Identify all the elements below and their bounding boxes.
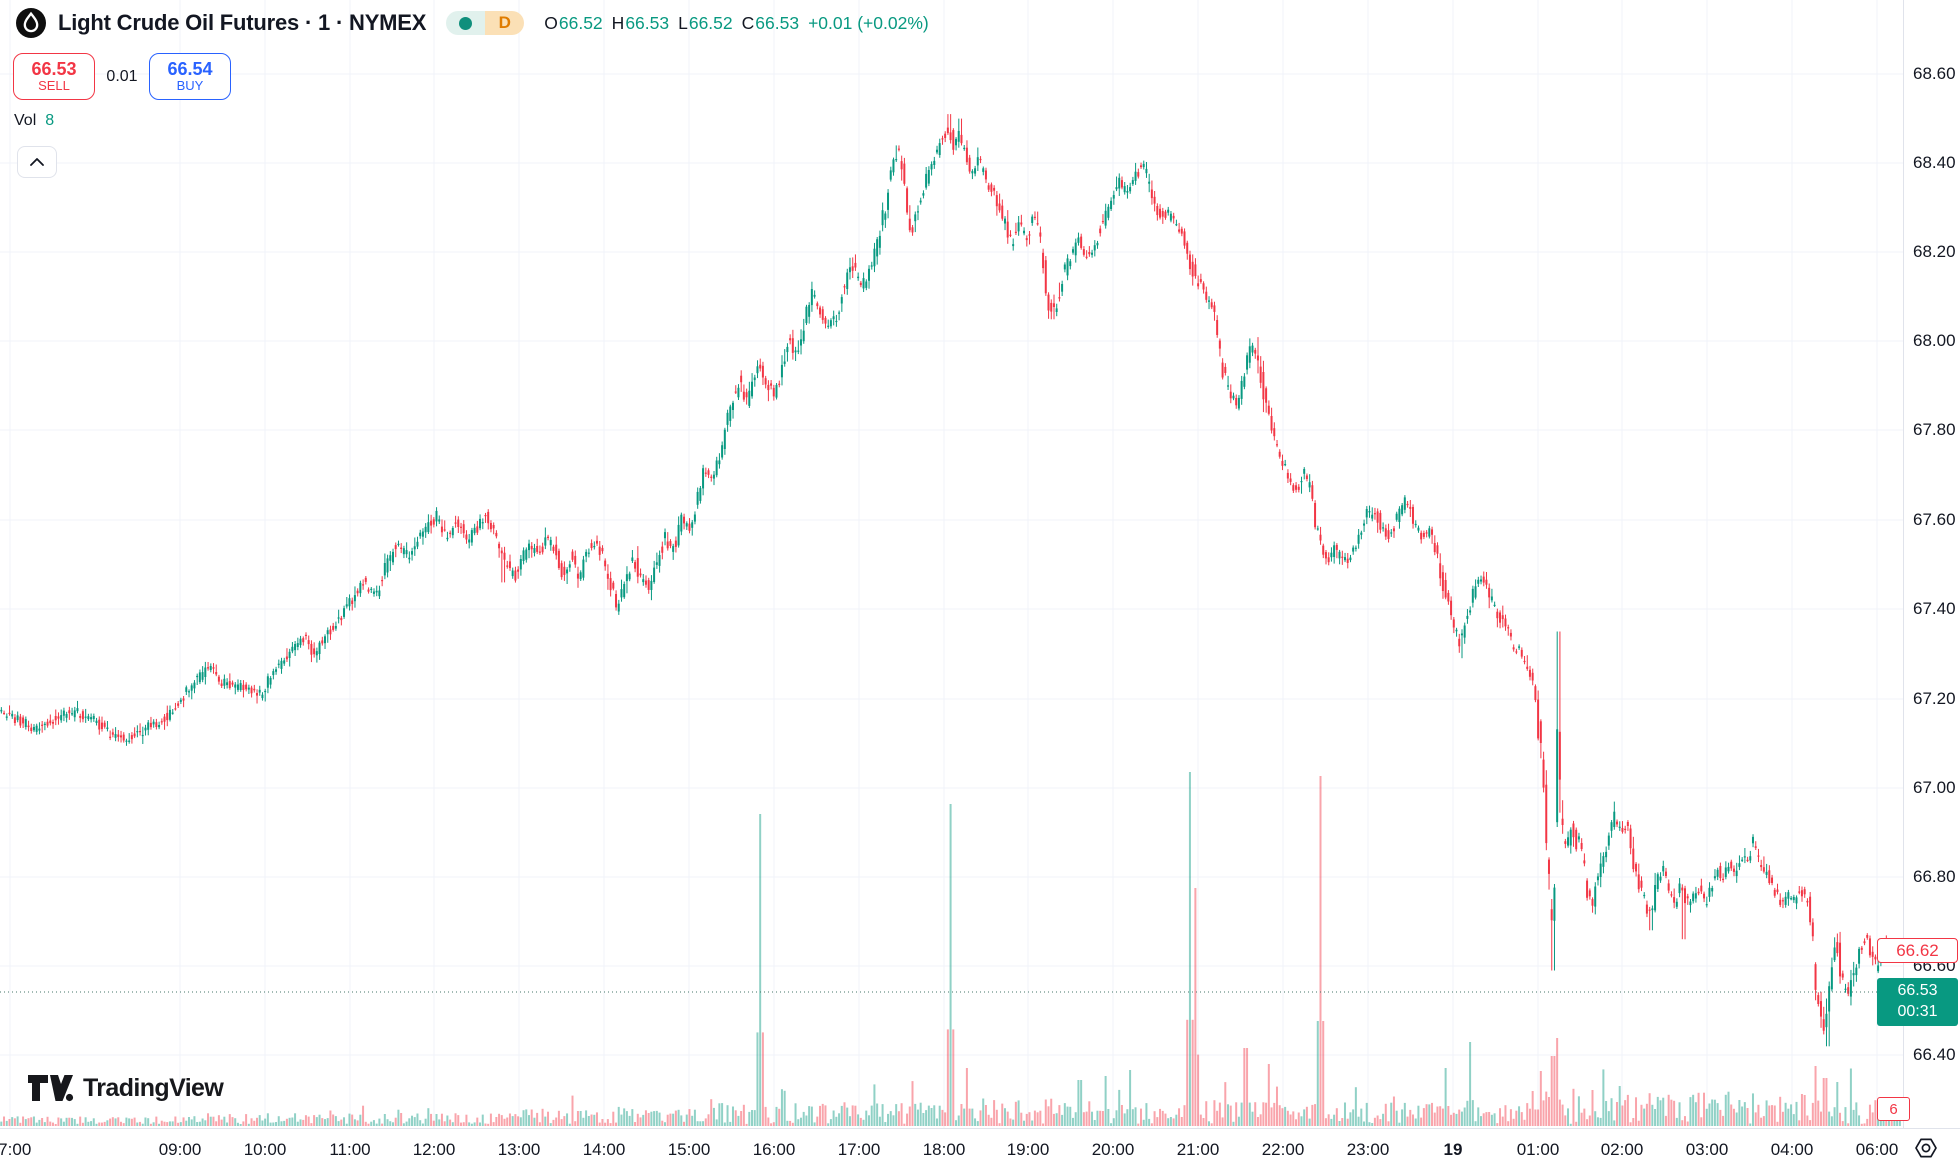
buy-price: 66.54 (167, 58, 213, 79)
last-price-label[interactable]: 66.53 00:31 (1877, 978, 1958, 1026)
timezone-settings-button[interactable] (1912, 1134, 1940, 1162)
time-axis-label: 07:00 (0, 1140, 32, 1159)
time-axis-label: 15:00 (667, 1140, 711, 1159)
market-status-badge[interactable]: D (446, 11, 525, 35)
high-value: 66.53 (625, 12, 670, 33)
price-axis-label: 67.20 (1913, 689, 1956, 708)
price-axis-label: 66.40 (1913, 1045, 1956, 1064)
time-axis-label: 10:00 (243, 1140, 287, 1159)
time-axis-label: 16:00 (752, 1140, 796, 1159)
last-price-value: 66.53 (1897, 982, 1938, 1000)
low-key: L (678, 12, 688, 33)
time-axis[interactable]: 07:00 09:00 10:00 11:00 12:00 13:00 14:00 15:00… (0, 1128, 1960, 1168)
sell-price: 66.53 (31, 58, 77, 79)
volume-axis-label: 6 (1877, 1097, 1910, 1121)
price-axis-label: 68.20 (1913, 242, 1956, 261)
price-axis-label: 67.80 (1913, 420, 1956, 439)
tradingview-wordmark: TradingView (83, 1074, 224, 1102)
bar-countdown: 00:31 (1897, 1003, 1938, 1020)
ohlc-values: O 66.52 H 66.53 L 66.52 C 66.53 +0.01 (+0.02… (544, 13, 928, 34)
time-axis-label: 23:00 (1346, 1140, 1390, 1159)
market-open-dot-icon (459, 16, 473, 30)
volume-indicator-legend[interactable]: Vol 8 (14, 112, 54, 130)
volume-value: 8 (45, 112, 55, 129)
time-axis-label: 09:00 (158, 1140, 202, 1159)
tradingview-mark-icon (28, 1075, 74, 1102)
price-axis-label: 66.80 (1913, 867, 1956, 886)
price-axis-label: 67.00 (1913, 778, 1956, 797)
chart-plot-area[interactable] (0, 0, 1903, 1128)
price-axis-label: 68.60 (1913, 64, 1956, 83)
buy-button[interactable]: 66.54 BUY (149, 53, 231, 100)
time-axis-label: 21:00 (1176, 1140, 1220, 1159)
sell-button[interactable]: 66.53 SELL (13, 53, 95, 100)
time-axis-label: 19 (1443, 1140, 1463, 1159)
oil-symbol-icon (16, 8, 46, 38)
buy-label: BUY (176, 78, 204, 94)
gear-icon (1915, 1138, 1937, 1158)
high-key: H (611, 12, 625, 33)
time-axis-label: 19:00 (1006, 1140, 1050, 1159)
time-axis-label: 11:00 (329, 1140, 371, 1159)
spread-value: 0.01 (106, 67, 138, 85)
close-value: 66.53 (755, 12, 800, 33)
order-price-label[interactable]: 66.62 (1877, 938, 1958, 963)
time-axis-label: 17:00 (837, 1140, 881, 1159)
volume-label: Vol (14, 112, 37, 129)
price-axis-label: 67.40 (1913, 599, 1956, 618)
change-value: +0.01 (+0.02%) (808, 12, 929, 33)
collapse-legend-button[interactable] (17, 146, 57, 178)
time-axis-label: 02:00 (1600, 1140, 1644, 1159)
time-axis-label: 06:00 (1855, 1140, 1899, 1159)
time-axis-label: 20:00 (1091, 1140, 1135, 1159)
time-axis-label: 14:00 (582, 1140, 626, 1159)
time-axis-label: 01:00 (1516, 1140, 1560, 1159)
time-axis-label: 18:00 (922, 1140, 966, 1159)
symbol-title[interactable]: Light Crude Oil Futures · 1 · NYMEX (58, 10, 427, 35)
time-axis-label: 04:00 (1770, 1140, 1814, 1159)
time-axis-label: 03:00 (1685, 1140, 1729, 1159)
time-axis-label: 22:00 (1261, 1140, 1305, 1159)
sell-label: SELL (38, 78, 70, 94)
price-axis-label: 67.60 (1913, 510, 1956, 529)
delayed-data-badge: D (485, 11, 525, 35)
tradingview-logo[interactable]: TradingView (28, 1074, 224, 1103)
trade-panel: 66.53 SELL 0.01 66.54 BUY (13, 53, 231, 100)
close-key: C (741, 12, 755, 33)
price-axis-label: 68.40 (1913, 153, 1956, 172)
candlestick-plot[interactable] (0, 0, 1903, 1128)
low-value: 66.52 (688, 12, 733, 33)
time-axis-label: 13:00 (497, 1140, 541, 1159)
price-axis-label: 68.00 (1913, 331, 1956, 350)
open-value: 66.52 (558, 12, 603, 33)
open-key: O (544, 12, 558, 33)
chevron-up-icon (30, 158, 44, 166)
time-axis-label: 12:00 (412, 1140, 456, 1159)
